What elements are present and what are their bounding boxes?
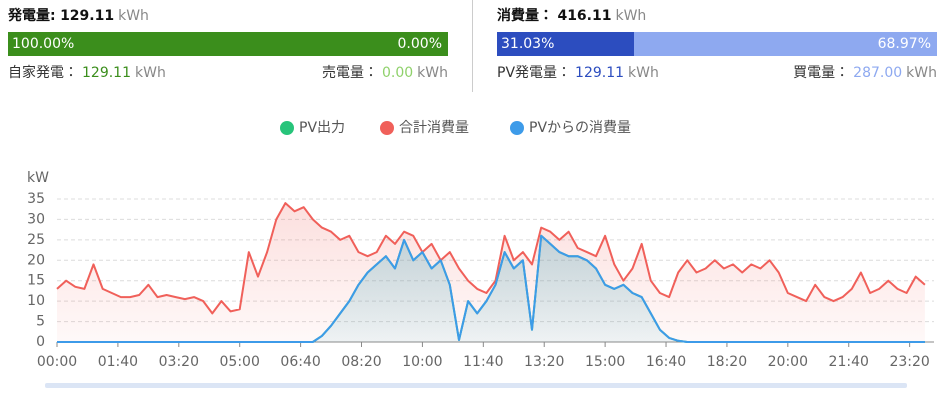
series-line — [56, 202, 926, 315]
y-tick-label: 20 — [27, 252, 45, 268]
detail-label: 買電量： — [793, 65, 850, 81]
x-tick-label: 18:20 — [707, 354, 747, 370]
legend-label[interactable]: 合計消費量 — [399, 120, 469, 136]
detail-value: 129.11 — [575, 65, 625, 81]
x-tick-label: 05:00 — [220, 354, 260, 370]
unit: kWh — [118, 8, 149, 24]
legend-marker[interactable] — [380, 121, 394, 135]
x-tick-label: 10:00 — [402, 354, 442, 370]
x-tick-label: 11:40 — [463, 354, 503, 370]
legend-marker[interactable] — [280, 121, 294, 135]
y-tick-label: 30 — [27, 211, 45, 227]
y-tick-label: 5 — [36, 314, 45, 330]
generation-total: 発電量: 129.11 kWh — [8, 0, 448, 32]
series-area — [57, 235, 925, 342]
details: PV発電量： 129.11 kWh 買電量： 287.00 kWh — [497, 56, 937, 90]
detail-unit: kWh — [906, 65, 937, 81]
detail: 買電量： 287.00 kWh — [793, 56, 937, 90]
detail-value: 287.00 — [853, 65, 903, 81]
series-area — [57, 203, 925, 342]
ratio-bar: 100.00% 0.00% — [8, 32, 448, 56]
value: 416.11 — [557, 8, 612, 24]
detail-unit: kWh — [135, 65, 166, 81]
series-line — [57, 234, 925, 343]
x-tick-label: 16:40 — [646, 354, 686, 370]
y-tick-label: 0 — [36, 334, 45, 350]
bar-segment — [633, 32, 937, 56]
detail-unit: kWh — [628, 65, 659, 81]
divider — [472, 0, 473, 92]
detail-unit: kWh — [417, 65, 448, 81]
value: 129.11 — [60, 8, 115, 24]
x-tick-label: 15:00 — [585, 354, 625, 370]
x-tick-label: 08:20 — [341, 354, 381, 370]
scrollbar[interactable] — [45, 383, 907, 388]
x-tick-label: 00:00 — [37, 354, 77, 370]
x-tick-label: 06:40 — [280, 354, 320, 370]
bar-label: 100.00% — [12, 36, 75, 52]
detail-value: 0.00 — [382, 65, 414, 81]
consumption-panel: 消費量： 416.11 kWh 31.03% 68.97% PV発電量： 129.11… — [497, 0, 937, 90]
y-tick-label: 35 — [27, 191, 45, 207]
bar-label: 31.03% — [501, 36, 555, 52]
generation-panel: 発電量: 129.11 kWh 100.00% 0.00% 自家発電： 129.11 k… — [8, 0, 448, 90]
chart: kW 0 5 10 15 20 25 30 35 00:00 01:40 03:20 05:00 06:… — [27, 120, 934, 388]
unit: kWh — [615, 8, 647, 24]
label: 消費量： — [497, 8, 553, 24]
y-tick-label: 10 — [27, 293, 45, 309]
bar-label: 0.00% — [397, 36, 442, 52]
x-tick-label: 01:40 — [98, 354, 138, 370]
ratio-bar: 31.03% 68.97% — [497, 32, 937, 56]
x-tick-label: 20:00 — [768, 354, 808, 370]
bar-segment — [8, 32, 448, 56]
detail-label: 売電量： — [322, 65, 378, 81]
detail-value: 129.11 — [82, 65, 131, 81]
legend-label[interactable]: PV出力 — [299, 120, 345, 136]
bar-segment — [497, 32, 634, 56]
detail: 売電量： 0.00 kWh — [322, 56, 448, 90]
y-axis-label: kW — [27, 170, 49, 186]
details: 自家発電： 129.11 kWh 売電量： 0.00 kWh — [8, 56, 448, 90]
x-tick-label: 21:40 — [829, 354, 869, 370]
detail-label: 自家発電： — [8, 65, 78, 81]
detail: 自家発電： 129.11 kWh — [8, 56, 166, 90]
y-tick-label: 25 — [27, 232, 45, 248]
detail-label: PV発電量： — [497, 65, 572, 81]
legend-label[interactable]: PVからの消費量 — [529, 120, 631, 136]
x-tick-label: 03:20 — [159, 354, 199, 370]
bar-label: 68.97% — [877, 36, 931, 52]
y-tick-label: 15 — [27, 273, 45, 289]
legend-marker[interactable] — [510, 121, 524, 135]
consumption-total: 消費量： 416.11 kWh — [497, 0, 937, 32]
x-tick-label: 13:20 — [524, 354, 564, 370]
label: 発電量: — [8, 8, 56, 24]
x-tick-label: 23:20 — [889, 354, 929, 370]
detail: PV発電量： 129.11 kWh — [497, 56, 659, 90]
